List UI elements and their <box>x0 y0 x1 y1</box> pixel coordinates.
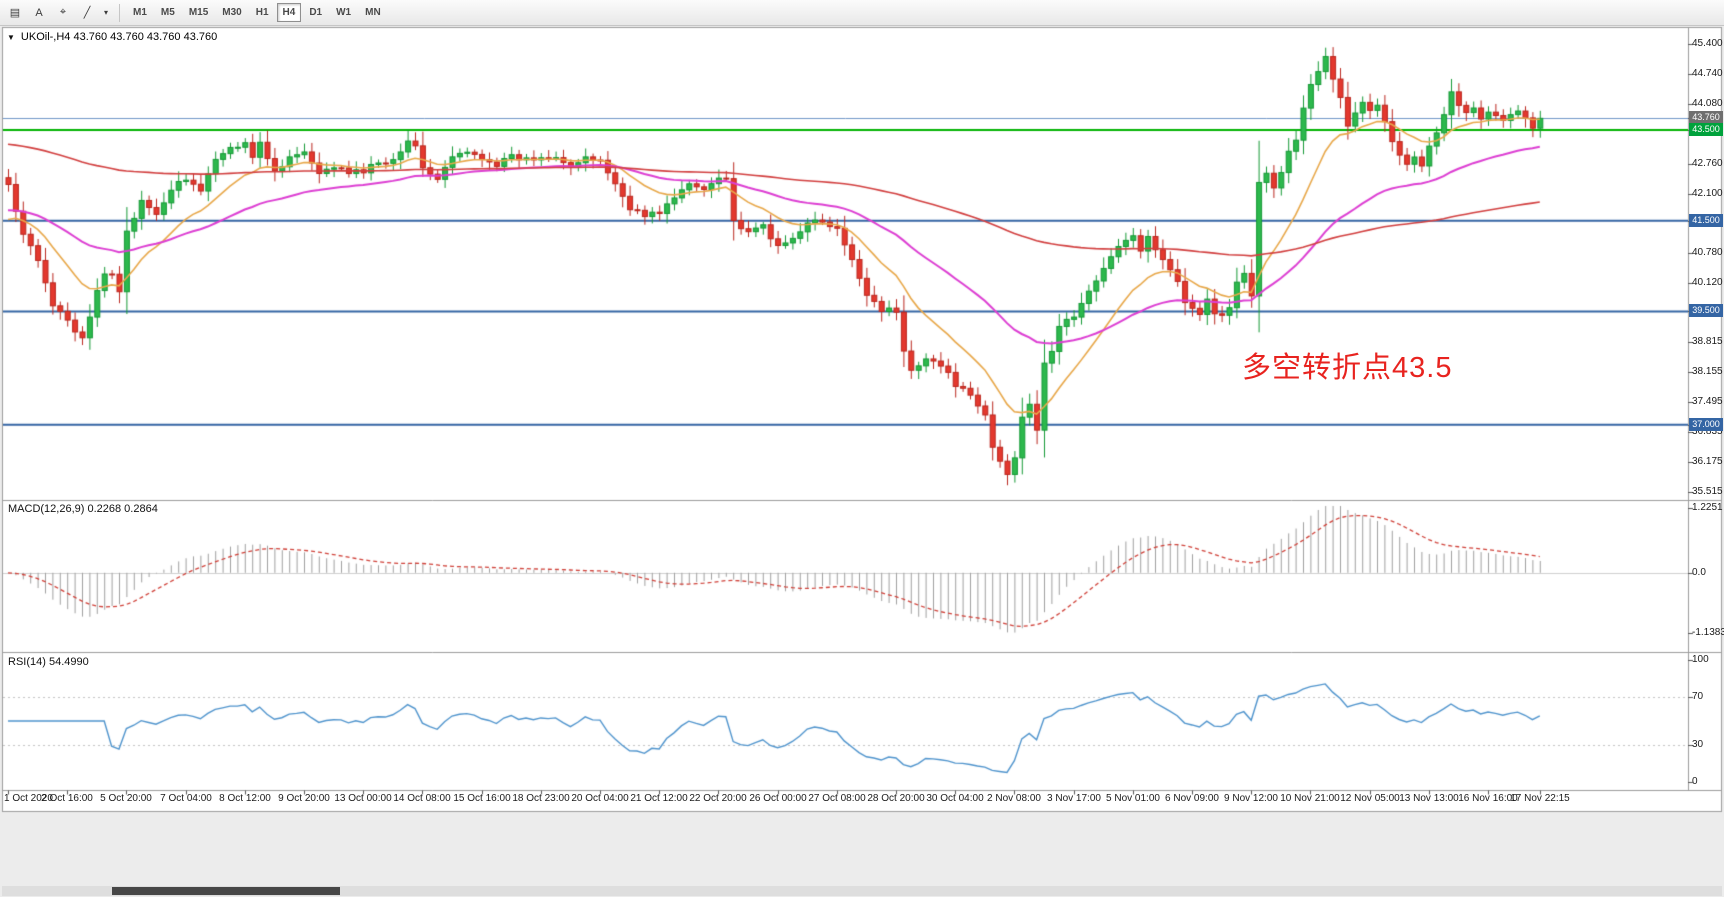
time-axis-label: 9 Oct 20:00 <box>278 793 330 804</box>
chart-annotation-text: 多空转折点43.5 <box>1242 352 1453 384</box>
rsi-axis-tick: 70 <box>1692 691 1704 702</box>
time-axis-label: 2 Oct 16:00 <box>41 793 93 804</box>
time-axis-label: 18 Oct 23:00 <box>512 793 570 804</box>
rsi-indicator-label: RSI(14) 54.4990 <box>8 656 89 668</box>
time-axis-label: 27 Oct 08:00 <box>808 793 866 804</box>
timeframe-buttons-group: M1 M5 M15 M30 H1 H4 D1 W1 MN <box>126 3 388 22</box>
symbol-ohlc-label: ▼ UKOil-,H4 43.760 43.760 43.760 43.760 <box>7 31 217 43</box>
time-axis-label: 30 Oct 04:00 <box>926 793 984 804</box>
time-axis-label: 12 Nov 05:00 <box>1340 793 1400 804</box>
time-axis-label: 2 Nov 08:00 <box>987 793 1041 804</box>
macd-axis-tick: -1.1383 <box>1692 627 1724 638</box>
time-axis-label: 13 Nov 13:00 <box>1399 793 1459 804</box>
timeframe-m30[interactable]: M30 <box>216 3 247 22</box>
timeframe-h1[interactable]: H1 <box>250 3 275 22</box>
time-axis-label: 13 Oct 00:00 <box>334 793 392 804</box>
collapse-icon[interactable]: ▼ <box>7 32 15 42</box>
price-axis-tick: 38.815 <box>1692 336 1723 347</box>
time-axis-label: 8 Oct 12:00 <box>219 793 271 804</box>
time-axis-label: 20 Oct 04:00 <box>571 793 629 804</box>
price-axis-tick: 42.100 <box>1692 188 1723 199</box>
time-axis-label: 15 Oct 16:00 <box>453 793 511 804</box>
time-axis-label: 9 Nov 12:00 <box>1224 793 1278 804</box>
horizontal-scrollbar-thumb[interactable] <box>112 887 340 895</box>
crosshair-tool[interactable]: ⌖ <box>52 3 74 23</box>
macd-axis-tick: 1.2251 <box>1692 502 1723 513</box>
price-axis-tick: 45.400 <box>1692 38 1723 49</box>
tools-dropdown-icon[interactable]: ▾ <box>100 3 112 23</box>
time-axis-label: 7 Oct 04:00 <box>160 793 212 804</box>
chart-window-icon[interactable]: ▤ <box>4 3 26 23</box>
macd-axis-tick: 0.0 <box>1692 567 1706 578</box>
price-axis-tick: 44.740 <box>1692 68 1723 79</box>
price-badge: 39.500 <box>1689 304 1723 317</box>
price-badge: 37.000 <box>1689 418 1723 431</box>
price-axis-tick: 42.760 <box>1692 158 1723 169</box>
macd-indicator-label: MACD(12,26,9) 0.2268 0.2864 <box>8 503 158 515</box>
price-axis-tick: 44.080 <box>1692 98 1723 109</box>
trendline-tool[interactable]: ╱ <box>76 3 98 23</box>
horizontal-scrollbar[interactable] <box>2 886 1722 896</box>
arrow-tool[interactable]: A <box>28 3 50 23</box>
time-axis-label: 21 Oct 12:00 <box>630 793 688 804</box>
time-axis-label: 5 Nov 01:00 <box>1106 793 1160 804</box>
price-badge: 43.760 <box>1689 111 1723 124</box>
time-axis-label: 26 Oct 00:00 <box>749 793 807 804</box>
rsi-axis-tick: 100 <box>1692 654 1709 665</box>
rsi-axis-tick: 0 <box>1692 776 1698 787</box>
time-axis-label: 16 Nov 16:00 <box>1458 793 1518 804</box>
timeframe-m5[interactable]: M5 <box>155 3 181 22</box>
time-axis-label: 14 Oct 08:00 <box>393 793 451 804</box>
price-badge: 43.500 <box>1689 123 1723 136</box>
toolbar: ▤ A ⌖ ╱ ▾ M1 M5 M15 M30 H1 H4 D1 W1 MN <box>0 0 1724 26</box>
timeframe-w1[interactable]: W1 <box>330 3 357 22</box>
time-axis-label: 22 Oct 20:00 <box>689 793 747 804</box>
time-axis-label: 3 Nov 17:00 <box>1047 793 1101 804</box>
price-axis-tick: 35.515 <box>1692 486 1723 497</box>
toolbar-separator <box>119 3 120 22</box>
time-axis-label: 1 Oct 2020 <box>4 793 53 804</box>
price-axis-tick: 37.495 <box>1692 396 1723 407</box>
symbol-ohlc-text: UKOil-,H4 43.760 43.760 43.760 43.760 <box>20 31 218 43</box>
rsi-axis-tick: 30 <box>1692 739 1704 750</box>
timeframe-h4[interactable]: H4 <box>276 3 302 22</box>
timeframe-m1[interactable]: M1 <box>127 3 153 22</box>
price-axis-tick: 36.835 <box>1692 426 1723 437</box>
time-axis-label: 5 Oct 20:00 <box>100 793 152 804</box>
price-badge: 41.500 <box>1689 214 1723 227</box>
toolbar-tools-group: ▤ A ⌖ ╱ ▾ <box>3 3 113 23</box>
price-axis-tick: 40.780 <box>1692 247 1723 258</box>
timeframe-d1[interactable]: D1 <box>303 3 328 22</box>
timeframe-m15[interactable]: M15 <box>183 3 214 22</box>
price-axis-tick: 40.120 <box>1692 277 1723 288</box>
price-axis-tick: 36.175 <box>1692 456 1723 467</box>
time-axis-label: 10 Nov 21:00 <box>1280 793 1340 804</box>
time-axis-label: 28 Oct 20:00 <box>867 793 925 804</box>
time-axis-label: 17 Nov 22:15 <box>1510 793 1570 804</box>
price-axis-tick: 38.155 <box>1692 366 1723 377</box>
time-axis-label: 6 Nov 09:00 <box>1165 793 1219 804</box>
timeframe-mn[interactable]: MN <box>359 3 387 22</box>
